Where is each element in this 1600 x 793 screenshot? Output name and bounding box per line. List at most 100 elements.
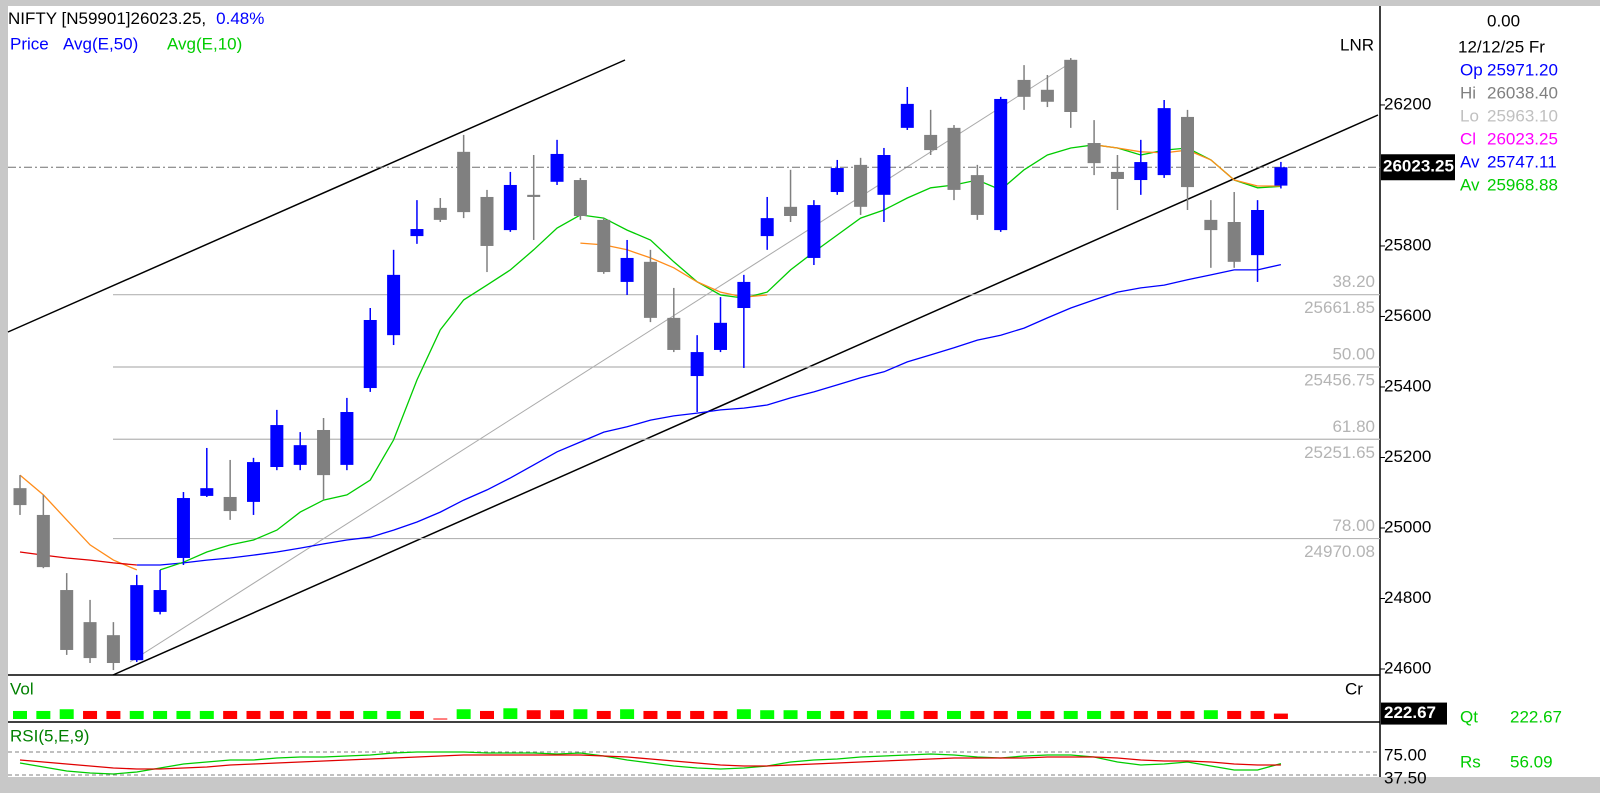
volume-bar: [526, 710, 541, 719]
volume-bar: [1087, 710, 1102, 719]
candle-body: [363, 319, 377, 389]
info-label: Av: [1460, 175, 1480, 194]
candle-body: [1017, 79, 1031, 97]
volume-bar: [690, 710, 705, 719]
price: 26023.25,: [131, 9, 207, 28]
candle-body: [900, 103, 914, 128]
candle-body: [293, 445, 307, 465]
candle-body: [1110, 171, 1124, 179]
candle-body: [36, 514, 50, 568]
info-value: 0.00: [1487, 11, 1520, 30]
volume-bar: [293, 710, 308, 719]
value-box: [1381, 702, 1447, 725]
info-value: 25963.10: [1487, 106, 1558, 125]
header: NIFTY [N59901]26023.25, 0.48%: [8, 9, 264, 28]
info-value: 25747.11: [1487, 152, 1557, 171]
volume-bar: [1157, 710, 1172, 719]
trend-line: [112, 114, 1379, 676]
series-line: [136, 263, 1282, 566]
volume-bar: [1203, 710, 1218, 719]
volume-bar: [386, 710, 401, 719]
candle-body: [60, 590, 74, 650]
series-line: [19, 754, 1281, 770]
info-label: Cl: [1460, 129, 1476, 148]
volume-bar: [1110, 710, 1125, 719]
y-tick-label: 25000: [1384, 517, 1431, 536]
candle-body: [503, 184, 517, 231]
legend-entry: Avg(E,10): [167, 34, 242, 53]
change: 0.48%: [216, 9, 264, 28]
volume-bar: [1133, 710, 1148, 719]
volume-bar: [666, 710, 681, 719]
legend-label: Rs: [1460, 752, 1481, 771]
volume-bar: [1250, 710, 1265, 719]
y-tick-label: 26200: [1384, 94, 1431, 113]
candle-body: [1204, 219, 1218, 231]
candle-body: [643, 261, 657, 318]
y-tick-label: 24600: [1384, 658, 1431, 677]
candle-body: [247, 462, 260, 502]
symbol: NIFTY [N59901]: [8, 9, 131, 28]
info-label: Av: [1460, 152, 1480, 171]
volume-bar: [176, 710, 191, 719]
volume-bar: [36, 710, 51, 719]
y-tick-label: 25200: [1384, 447, 1431, 466]
candle-body: [690, 352, 704, 377]
candle-body: [760, 218, 774, 237]
candle-body: [1251, 210, 1265, 256]
series-line: [19, 751, 1282, 775]
volume-bar: [806, 710, 821, 719]
volume-bar: [1227, 710, 1242, 719]
legend-value: 56.09: [1510, 752, 1553, 771]
candle-body: [200, 488, 214, 496]
candle-body: [597, 219, 611, 273]
y-tick-label: 222.67: [1384, 703, 1436, 722]
volume-bar: [620, 709, 635, 719]
volume-bar: [643, 710, 658, 719]
trend-line: [7, 59, 626, 333]
candle-body: [1087, 143, 1101, 164]
candle-body: [1040, 89, 1054, 102]
volume-bar: [736, 709, 751, 719]
candle-body: [106, 635, 120, 664]
volume-bar: [1040, 710, 1055, 719]
volume-bar: [993, 710, 1008, 719]
volume-bar: [1063, 710, 1078, 719]
volume-bar: [1273, 713, 1288, 719]
volume-bar: [853, 710, 868, 719]
candle-body: [1227, 221, 1241, 262]
volume-bar: [83, 710, 98, 719]
candle-body: [1064, 59, 1078, 112]
candle-body: [947, 127, 961, 190]
fib-ratio: 50.00: [1332, 344, 1375, 363]
candle-body: [387, 274, 401, 336]
close-label: 26023.25: [1383, 157, 1454, 176]
candle-body: [1181, 116, 1194, 188]
volume-bar: [760, 710, 775, 719]
y-tick-label: 75.00: [1384, 745, 1427, 764]
candle-body: [130, 585, 144, 661]
fib-value: 25251.65: [1304, 443, 1375, 462]
volume-bar: [480, 710, 494, 719]
volume-bar: [13, 710, 27, 719]
info-value: 25968.88: [1487, 175, 1558, 194]
volume-bar: [783, 710, 798, 719]
trend-line: [129, 59, 1076, 663]
fib-ratio: 78.00: [1332, 516, 1375, 535]
volume-bar: [433, 718, 448, 720]
candle-body: [550, 153, 564, 182]
info-label: Lo: [1460, 106, 1479, 125]
legend-label: Qt: [1460, 707, 1478, 726]
candle-body: [807, 205, 821, 258]
volume-bar: [503, 708, 518, 719]
legend-value: 222.67: [1510, 707, 1562, 726]
fib-value: 24970.08: [1304, 542, 1375, 561]
panel-label: Cr: [1345, 679, 1363, 698]
candle-body: [480, 196, 494, 246]
panel-label: LNR: [1340, 35, 1374, 54]
info-label: Op: [1460, 60, 1483, 79]
volume-bar: [830, 710, 845, 719]
candle-body: [924, 134, 938, 151]
volume-bar: [129, 710, 144, 719]
candle-body: [784, 206, 798, 216]
